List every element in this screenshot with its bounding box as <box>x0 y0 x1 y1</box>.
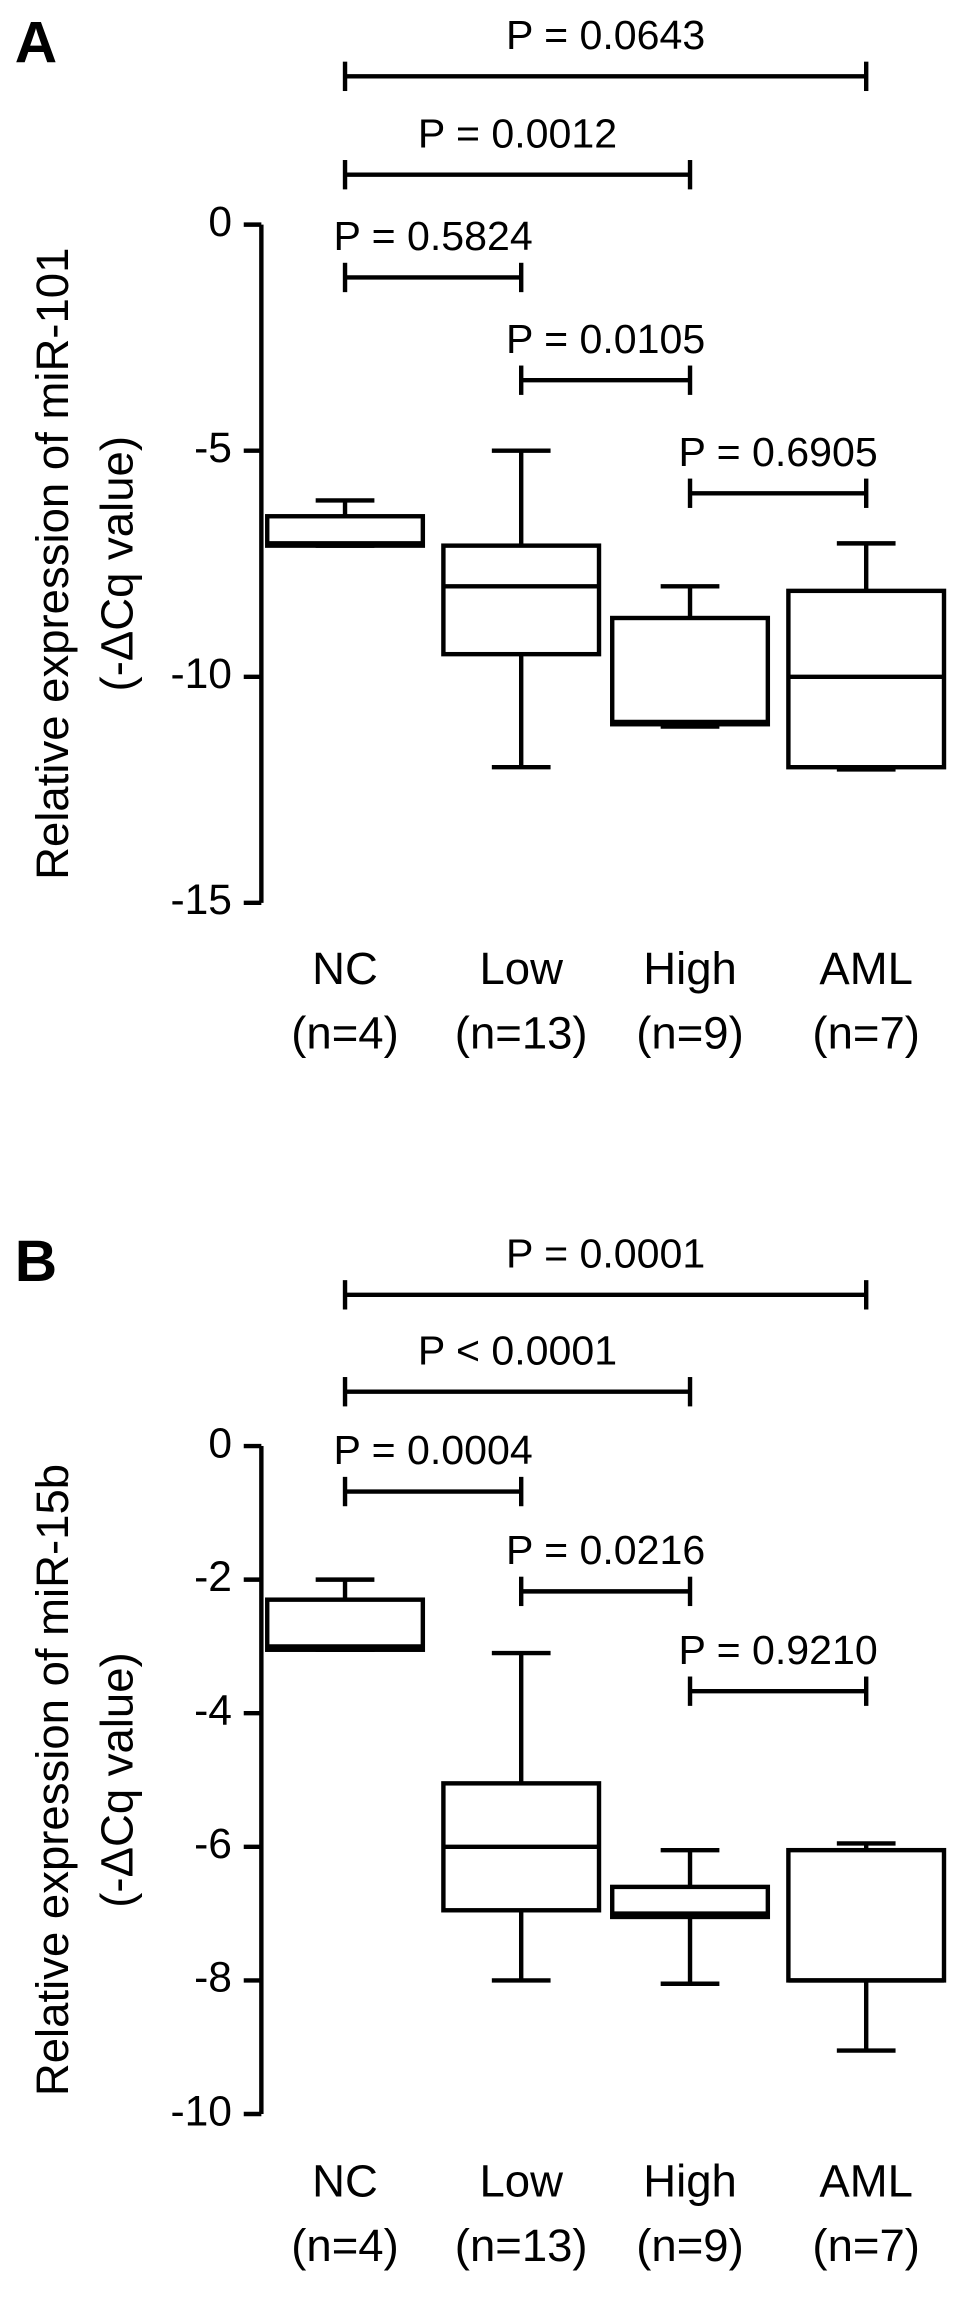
y-axis-label: Relative expression of miR-101 <box>27 248 78 880</box>
x-tick-label: High <box>643 943 737 994</box>
sample-size-label: (n=9) <box>636 1007 744 1058</box>
p-value-label: P = 0.9210 <box>679 1627 878 1673</box>
sample-size-label: (n=13) <box>455 2220 588 2271</box>
y-tick-label: -15 <box>170 876 232 924</box>
sample-size-label: (n=7) <box>812 1007 920 1058</box>
p-value-label: P < 0.0001 <box>418 1327 617 1373</box>
sample-size-label: (n=9) <box>636 2220 744 2271</box>
x-tick-label: High <box>643 2155 737 2206</box>
x-tick-label: AML <box>819 943 913 994</box>
y-tick-label: -8 <box>194 1954 232 2002</box>
box <box>610 615 771 727</box>
y-tick-label: -4 <box>194 1686 232 1734</box>
y-tick-label: 0 <box>208 198 232 246</box>
panel-label: B <box>15 1229 57 1294</box>
y-tick-label: -10 <box>170 2087 232 2135</box>
sample-size-label: (n=13) <box>455 1007 588 1058</box>
panel: A 0 -5 -10 -15 Relative expression of miR-101… <box>15 10 947 1058</box>
panel: B 0 -2 -4 -6 -8 -10 Relative expression of miR-… <box>15 1229 947 2271</box>
y-axis-label: Relative expression of miR-15b <box>27 1464 78 2096</box>
y-axis-label: (-ΔCq value) <box>91 436 142 691</box>
x-tick-label: AML <box>819 2155 913 2206</box>
p-value-label: P = 0.5824 <box>334 213 533 259</box>
sample-size-label: (n=7) <box>812 2220 920 2271</box>
p-value-label: P = 0.0643 <box>506 12 705 58</box>
y-tick-label: -10 <box>170 650 232 698</box>
panel-label: A <box>15 10 57 75</box>
box <box>265 1597 426 1652</box>
box <box>265 514 426 548</box>
box <box>441 543 602 657</box>
x-tick-label: Low <box>479 943 563 994</box>
sample-size-label: (n=4) <box>291 2220 398 2271</box>
p-value-label: P = 0.0001 <box>506 1231 705 1277</box>
box <box>786 588 947 770</box>
x-tick-label: NC <box>312 943 378 994</box>
p-value-label: P = 0.6905 <box>679 429 878 475</box>
x-tick-label: NC <box>312 2155 378 2206</box>
p-value-label: P = 0.0105 <box>506 316 705 362</box>
y-tick-label: 0 <box>208 1419 232 1467</box>
y-tick-label: -6 <box>194 1820 232 1868</box>
y-tick-label: -2 <box>194 1553 232 1601</box>
p-value-label: P = 0.0216 <box>506 1527 705 1573</box>
box <box>786 1847 947 1983</box>
p-value-label: P = 0.0004 <box>334 1427 533 1473</box>
x-tick-label: Low <box>479 2155 563 2206</box>
p-value-label: P = 0.0012 <box>418 110 617 156</box>
y-tick-label: -5 <box>194 424 232 472</box>
y-axis-label: (-ΔCq value) <box>91 1652 142 1907</box>
sample-size-label: (n=4) <box>291 1007 398 1058</box>
